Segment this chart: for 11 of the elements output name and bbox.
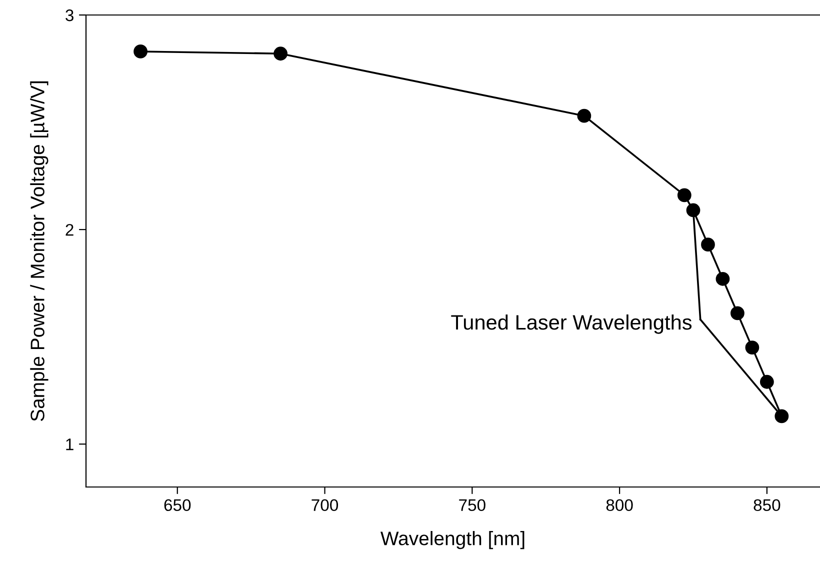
x-tick-label: 750 <box>459 499 486 512</box>
x-axis-title: Wavelength [nm] <box>380 531 524 550</box>
y-tick-label: 1 <box>66 438 74 450</box>
x-tick-label: 650 <box>164 499 191 512</box>
annotation: Tuned Laser Wavelengths <box>451 314 692 334</box>
x-tick-label: 800 <box>606 499 633 512</box>
y-axis-title: Sample Power / Monitor Voltage [µW/V] <box>30 81 48 422</box>
x-tick-label: 700 <box>312 499 338 512</box>
y-tick-label: 3 <box>66 9 74 22</box>
y-tick-label: 2 <box>66 224 74 236</box>
x-tick-label: 850 <box>754 499 780 512</box>
